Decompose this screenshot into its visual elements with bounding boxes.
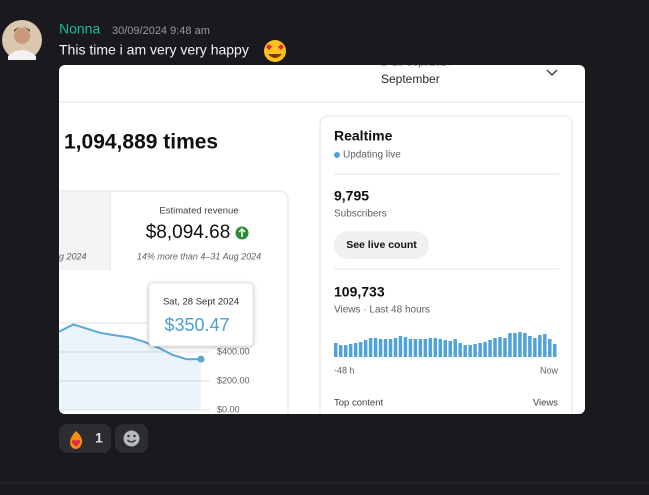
bar: [353, 343, 358, 357]
bar: [373, 338, 378, 357]
y-tick-label: $200.00: [217, 375, 250, 385]
bar: [468, 345, 472, 357]
bar: [433, 338, 438, 357]
embedded-image[interactable]: 1–28 Sept 2024 September 1,094,889 times…: [40, 58, 585, 436]
bar: [493, 338, 497, 357]
chevron: [546, 69, 558, 77]
realtime-bars: [334, 332, 557, 357]
views-value: 109,733: [334, 284, 385, 300]
bar: [348, 344, 353, 357]
bar: [473, 344, 477, 357]
bar: [533, 338, 537, 357]
bar: [403, 337, 408, 357]
bar: [428, 338, 433, 357]
bar: [383, 339, 388, 357]
bar: [363, 340, 368, 357]
bar: [393, 338, 398, 357]
headline: 1,094,889 times: [64, 131, 218, 154]
tooltip: [148, 282, 254, 347]
bar: [408, 339, 413, 357]
bar: [553, 344, 557, 357]
revenue-title: Estimated revenue: [159, 206, 238, 217]
reaction-count: 1: [95, 430, 103, 446]
revenue-chart: $0.00 $200.00 $400.00: [59, 323, 250, 414]
axis-end: Now: [540, 365, 559, 375]
bar: [523, 333, 527, 357]
tooltip-date: Sat, 28 Sept 2024: [163, 297, 239, 308]
realtime-title: Realtime: [334, 128, 393, 144]
realtime-card: [319, 115, 573, 414]
live-count-button[interactable]: [334, 231, 429, 259]
bar: [508, 333, 512, 357]
bar: [448, 341, 452, 357]
bar: [528, 336, 532, 357]
timestamp: 30/09/2024 9:48 am: [112, 25, 210, 37]
bar: [378, 339, 383, 357]
bar: [478, 343, 482, 357]
prev-tab: [59, 192, 110, 270]
bar: [548, 339, 552, 357]
bar: [538, 335, 542, 357]
bar: [398, 336, 403, 357]
bar: [343, 345, 348, 357]
reaction[interactable]: [59, 424, 111, 453]
bar: [388, 339, 393, 357]
views-header: Views: [533, 398, 558, 409]
date-range: 1–28 Sept 2024: [381, 58, 452, 69]
point: [197, 355, 205, 363]
top-content: Top content: [334, 398, 383, 409]
bar: [418, 339, 423, 357]
bar: [513, 333, 517, 357]
prev-label: g 2024: [59, 251, 87, 261]
bar: [453, 339, 457, 357]
live-status: Updating live: [343, 150, 401, 161]
period: September: [381, 72, 440, 86]
bar: [338, 345, 343, 357]
bar: [438, 339, 443, 357]
emoji: [264, 40, 286, 62]
avatar[interactable]: [2, 20, 42, 60]
tooltip-value: $350.47: [164, 315, 229, 335]
message-text: This time i am very very happy: [59, 42, 249, 58]
bar: [518, 332, 522, 357]
bar: [458, 343, 462, 357]
bar: [368, 338, 373, 357]
bar: [443, 340, 447, 357]
bar: [498, 337, 502, 357]
subscribers-value: 9,795: [334, 188, 369, 204]
bar: [488, 340, 492, 357]
axis-start: -48 h: [334, 365, 355, 375]
smiley-icon: [123, 430, 140, 447]
up-icon: [235, 226, 249, 240]
bar: [503, 338, 507, 357]
button-label: See live count: [346, 239, 417, 251]
y-tick-label: $0.00: [217, 404, 240, 414]
bar: [413, 339, 418, 357]
bar: [423, 339, 428, 357]
revenue-value: $8,094.68: [146, 222, 231, 243]
bar: [358, 342, 363, 357]
line: [59, 323, 202, 361]
bar: [543, 334, 547, 357]
revenue-comparison: 14% more than 4–31 Aug 2024: [137, 251, 261, 261]
area: [59, 324, 201, 410]
views-label: Views · Last 48 hours: [334, 305, 430, 316]
author-name[interactable]: Nonna: [59, 21, 100, 37]
subscribers-label: Subscribers: [334, 209, 387, 220]
y-tick-label: $400.00: [217, 346, 250, 356]
live-dot: [334, 152, 340, 158]
bar: [334, 343, 338, 357]
bar: [483, 342, 487, 357]
fire-heart-icon: [70, 431, 83, 449]
bar: [463, 345, 467, 357]
